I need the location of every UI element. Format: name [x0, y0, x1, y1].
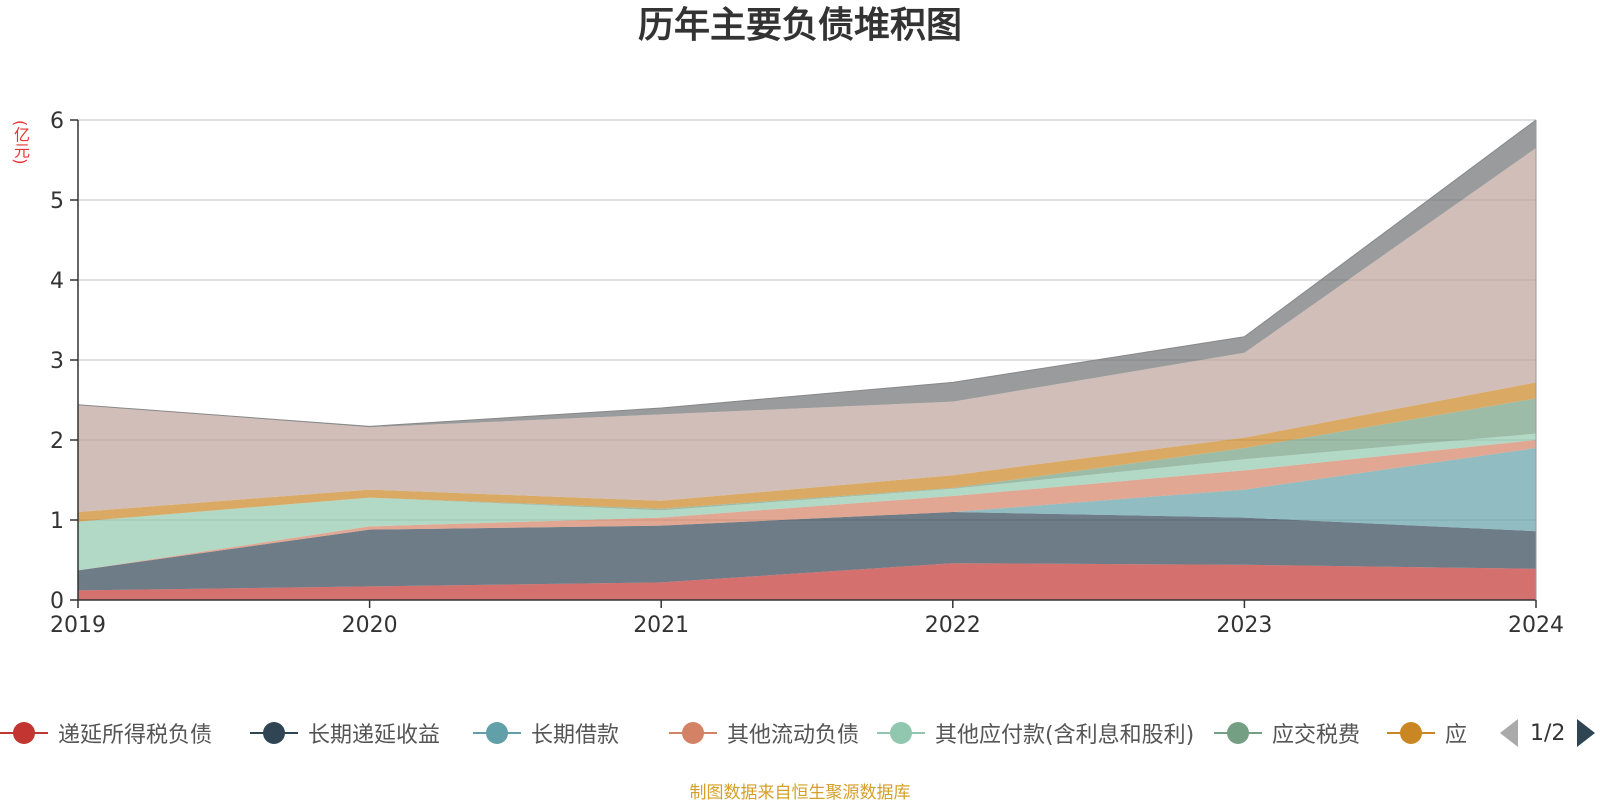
legend-label: 递延所得税负债 [58, 723, 213, 748]
x-tick-label-2024: 2024 [1508, 613, 1564, 638]
legend-item[interactable]: 长期递延收益 [250, 715, 440, 751]
legend-label: 长期借款 [531, 723, 620, 748]
legend-item[interactable]: 长期借款 [473, 715, 619, 751]
legend-marker-icon [1387, 719, 1435, 747]
area-series-7 [78, 148, 1536, 512]
legend-item[interactable]: 应交税费 [1214, 715, 1360, 751]
legend-label: 其他应付款(含利息和股利) [935, 723, 1195, 748]
legend-label: 其他流动负债 [727, 723, 860, 748]
y-tick-label-0: 0 [50, 589, 64, 614]
y-tick-label-4: 4 [50, 269, 64, 294]
x-tick-label-2020: 2020 [342, 613, 398, 638]
y-tick-label-6: 6 [50, 109, 64, 134]
area-series-4 [78, 433, 1536, 571]
legend-item[interactable]: 应 [1387, 715, 1467, 751]
legend-item[interactable]: 递延所得税负债 [0, 715, 212, 751]
axis-layer: 0 1 2 3 4 5 6 2019 2020 2021 2022 2023 2024 [50, 109, 1564, 638]
y-tick-label-2: 2 [50, 429, 64, 454]
legend-pager: 1/2 [1500, 715, 1600, 751]
area-series-6 [78, 382, 1536, 522]
area-top-outline [77, 119, 1537, 427]
chart-title: 历年主要负债堆积图 [637, 5, 962, 46]
legend-prev-arrow-icon[interactable] [1500, 719, 1518, 747]
legend-marker-icon [473, 719, 521, 747]
legend-item[interactable]: 其他应付款(含利息和股利) [877, 715, 1194, 751]
y-tick-label-3: 3 [50, 349, 64, 374]
legend-label: 应 [1445, 723, 1468, 748]
legend-marker-icon [877, 719, 925, 747]
y-tick-label-5: 5 [50, 189, 64, 214]
x-tick-label-2023: 2023 [1216, 613, 1272, 638]
legend-next-arrow-icon[interactable] [1577, 719, 1596, 747]
x-tick-label-2019: 2019 [50, 613, 106, 638]
legend-label: 应交税费 [1272, 723, 1361, 748]
legend-marker-icon [1214, 719, 1262, 747]
legend-page-indicator: 1/2 [1530, 720, 1566, 746]
y-tick-label-1: 1 [50, 509, 64, 534]
legend-marker-icon [669, 719, 717, 747]
legend-marker-icon [250, 719, 298, 747]
legend: 递延所得税负债 长期递延收益 长期借款 其他流动负债 其他应付款(含利息和股利) 应交税费… [0, 715, 1600, 755]
chart-plot: 0 1 2 3 4 5 6 2019 2020 2021 2022 2023 2024 [50, 109, 1564, 638]
x-tick-label-2021: 2021 [633, 613, 689, 638]
area-series-8 [78, 120, 1536, 428]
area-series-0 [78, 563, 1536, 600]
legend-marker-icon [0, 719, 48, 747]
source-footer: 制图数据来自恒生聚源数据库 [689, 783, 911, 803]
legend-item[interactable]: 其他流动负债 [669, 715, 859, 751]
legend-label: 长期递延收益 [308, 723, 441, 748]
area-series-1 [78, 512, 1536, 591]
x-tick-label-2022: 2022 [925, 613, 981, 638]
y-axis-unit-label: (亿元) [11, 120, 30, 165]
area-layer [77, 119, 1537, 600]
area-series-2 [78, 448, 1536, 571]
